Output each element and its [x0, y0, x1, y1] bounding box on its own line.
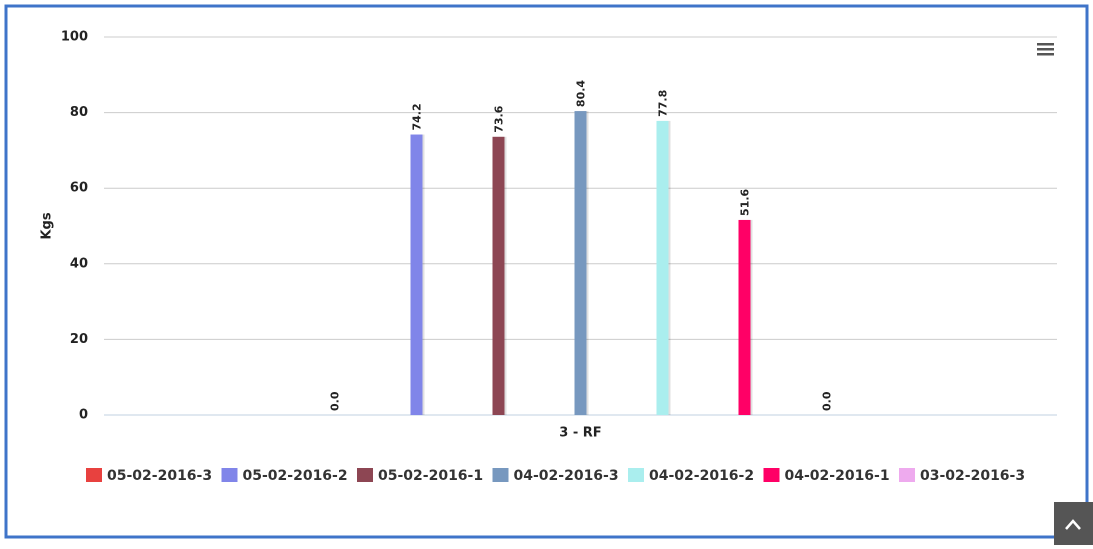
y-tick-label: 0: [79, 408, 88, 423]
data-label: 0.0: [329, 391, 342, 411]
legend-item[interactable]: 05-02-2016-1: [357, 468, 483, 484]
data-label: 51.6: [739, 188, 752, 215]
data-label: 80.4: [575, 80, 588, 107]
legend-swatch: [628, 468, 644, 482]
bar: [738, 219, 751, 415]
legend-item[interactable]: 04-02-2016-1: [763, 468, 890, 484]
legend-label: 04-02-2016-3: [514, 468, 619, 484]
y-tick-label: 60: [70, 181, 88, 196]
legend-swatch: [86, 468, 102, 482]
legend-swatch: [899, 468, 915, 482]
legend-label: 04-02-2016-2: [649, 468, 754, 484]
legend-label: 05-02-2016-1: [378, 468, 483, 484]
x-tick-label: 3 - RF: [559, 426, 601, 441]
menu-icon[interactable]: [1037, 43, 1054, 56]
legend-item[interactable]: 05-02-2016-2: [221, 468, 348, 484]
y-tick-label: 40: [70, 256, 88, 271]
legend-swatch: [357, 468, 373, 482]
data-label: 0.0: [821, 391, 834, 411]
bar: [410, 134, 423, 416]
bar: [574, 111, 587, 415]
y-tick-label: 100: [61, 30, 88, 45]
y-tick-label: 80: [70, 105, 88, 120]
y-axis-title: Kgs: [40, 212, 55, 239]
bar: [656, 120, 669, 415]
legend-item[interactable]: 04-02-2016-2: [628, 468, 754, 484]
legend-label: 05-02-2016-3: [107, 468, 212, 484]
y-tick-label: 20: [70, 332, 88, 347]
legend-swatch: [221, 468, 238, 482]
bar: [492, 136, 505, 416]
legend-label: 04-02-2016-1: [785, 468, 890, 484]
data-label: 74.2: [411, 103, 424, 130]
frame: [4, 4, 1089, 539]
scroll-top-button[interactable]: [1054, 502, 1093, 545]
legend-swatch: [492, 468, 509, 482]
legend-item[interactable]: 04-02-2016-3: [492, 468, 619, 484]
legend-item[interactable]: 03-02-2016-3: [899, 468, 1025, 484]
data-label: 73.6: [493, 105, 506, 132]
legend-label: 05-02-2016-2: [243, 468, 348, 484]
legend-label: 03-02-2016-3: [920, 468, 1025, 484]
legend-swatch: [763, 468, 780, 482]
legend-item[interactable]: 05-02-2016-3: [86, 468, 212, 484]
data-label: 77.8: [657, 90, 670, 117]
